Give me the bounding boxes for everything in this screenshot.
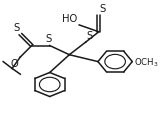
Text: HO: HO [62,14,78,24]
Text: S: S [13,23,19,33]
Text: S: S [100,4,106,14]
Text: O: O [11,59,19,69]
Text: S: S [86,31,93,41]
Text: OCH$_3$: OCH$_3$ [134,56,159,68]
Text: S: S [46,33,52,43]
